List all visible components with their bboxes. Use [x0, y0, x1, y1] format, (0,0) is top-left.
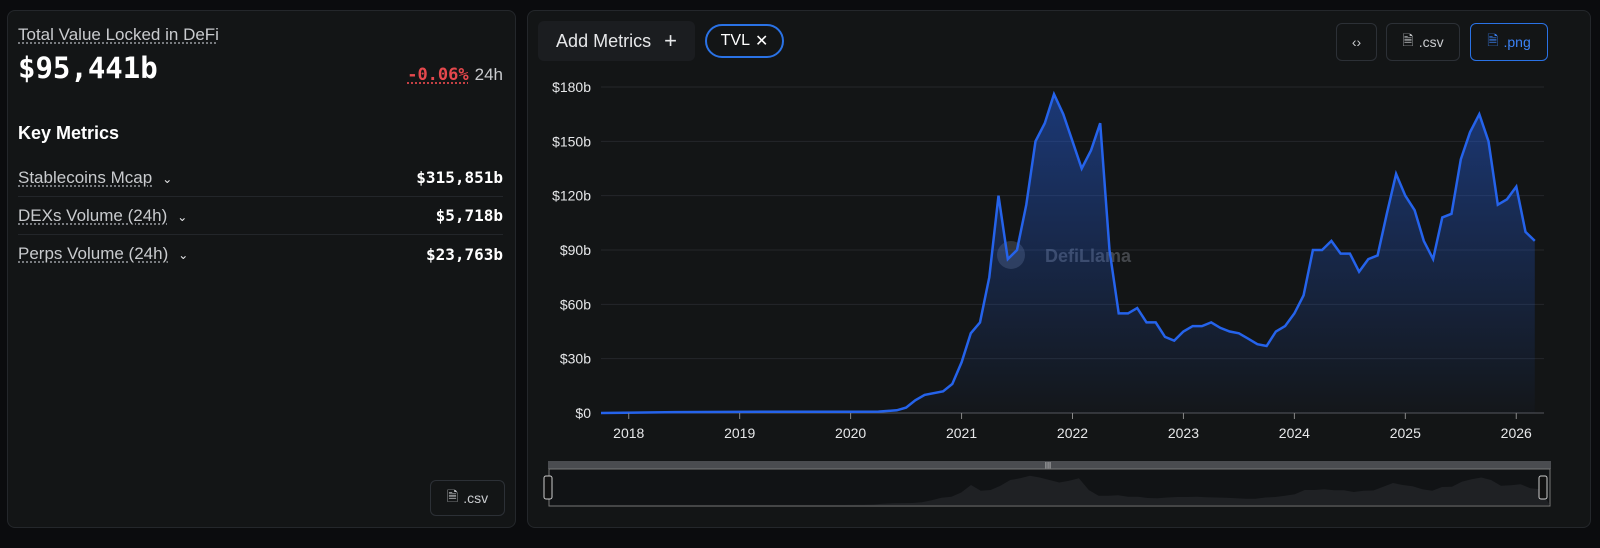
file-download-icon: 🗎: [446, 488, 459, 504]
tvl-summary-panel: Total Value Locked in DeFi $95,441b -0.0…: [7, 10, 516, 528]
navigator-left-handle[interactable]: [543, 475, 553, 500]
chevron-down-icon[interactable]: ⌄: [177, 209, 188, 224]
chart-panel: Add Metrics+ TVL✕ ‹› 🗎.csv 🗎.png DefiLla…: [527, 10, 1591, 528]
y-tick-label: $30b: [560, 351, 591, 367]
png-label: .png: [1503, 34, 1531, 50]
navigator-right-handle[interactable]: [1538, 475, 1548, 500]
range-navigator[interactable]: |||: [543, 461, 1551, 507]
x-tick-label: 2022: [1057, 425, 1088, 441]
code-icon: ‹›: [1351, 34, 1362, 50]
chip-label: TVL: [720, 32, 750, 49]
x-tick-label: 2019: [724, 425, 755, 441]
chevron-down-icon[interactable]: ⌄: [178, 248, 189, 262]
x-tick-label: 2025: [1390, 425, 1421, 441]
metric-row-stablecoins[interactable]: Stablecoins Mcap ⌄ $315,851b: [18, 159, 503, 197]
metric-value: $315,851b: [416, 168, 503, 187]
file-download-icon: 🗎: [1487, 32, 1499, 48]
y-tick-label: $0: [575, 405, 591, 421]
metric-value: $23,763b: [425, 244, 503, 264]
key-metrics-heading: Key Metrics: [18, 123, 120, 143]
metric-label[interactable]: Perps Volume (24h): [18, 244, 169, 263]
navigator-mini-area: [549, 475, 1550, 505]
x-tick-label: 2023: [1168, 425, 1199, 441]
key-metrics-list: Stablecoins Mcap ⌄ $315,851b DEXs Volume (…: [18, 159, 503, 273]
x-tick-label: 2021: [946, 425, 977, 441]
x-tick-label: 2026: [1501, 425, 1532, 441]
y-tick-label: $150b: [552, 133, 591, 149]
tvl-change: -0.06% 24h: [407, 65, 503, 85]
drag-grip-icon[interactable]: |||: [1045, 461, 1051, 470]
metric-label[interactable]: Stablecoins Mcap: [18, 167, 153, 187]
tvl-area: [601, 94, 1535, 413]
change-percent[interactable]: -0.06%: [407, 65, 469, 85]
y-tick-label: $60b: [560, 296, 591, 312]
tvl-title[interactable]: Total Value Locked in DeFi: [18, 25, 219, 44]
csv-label: .csv: [463, 490, 489, 506]
metric-value: $5,718b: [435, 206, 503, 225]
download-csv-button[interactable]: 🗎 .csv: [430, 480, 505, 516]
tvl-line: [600, 90, 1536, 415]
x-tick-label: 2020: [835, 425, 866, 441]
csv-label: .csv: [1418, 34, 1444, 50]
add-metrics-label: Add Metrics: [556, 30, 652, 51]
tvl-value: $95,441b: [18, 51, 158, 85]
metric-row-dexs[interactable]: DEXs Volume (24h) ⌄ $5,718b: [18, 197, 503, 235]
metric-row-perps[interactable]: Perps Volume (24h) ⌄ $23,763b: [18, 235, 503, 273]
tvl-chart: DefiLlama $0$30b$60b$90b$120b$150b$180b2…: [543, 79, 1551, 507]
tvl-metric-chip[interactable]: TVL ✕: [705, 24, 784, 58]
metric-label[interactable]: DEXs Volume (24h): [18, 205, 168, 225]
plus-icon: +: [664, 28, 677, 53]
embed-button[interactable]: ‹›: [1336, 23, 1377, 61]
navigator-bar[interactable]: [548, 461, 1551, 469]
file-download-icon: 🗎: [1402, 32, 1414, 48]
y-tick-label: $120b: [552, 188, 591, 204]
change-period: 24h: [474, 65, 503, 84]
x-tick-label: 2024: [1279, 425, 1310, 441]
download-png-button[interactable]: 🗎 .png: [1470, 23, 1548, 61]
add-metrics-button[interactable]: Add Metrics +: [538, 21, 695, 61]
download-csv-button[interactable]: 🗎 .csv: [1386, 23, 1460, 61]
close-icon[interactable]: ✕: [754, 33, 769, 50]
y-tick-label: $180b: [552, 79, 591, 95]
chevron-down-icon[interactable]: ⌄: [162, 171, 173, 186]
y-tick-label: $90b: [560, 242, 591, 258]
x-tick-label: 2018: [613, 425, 644, 441]
